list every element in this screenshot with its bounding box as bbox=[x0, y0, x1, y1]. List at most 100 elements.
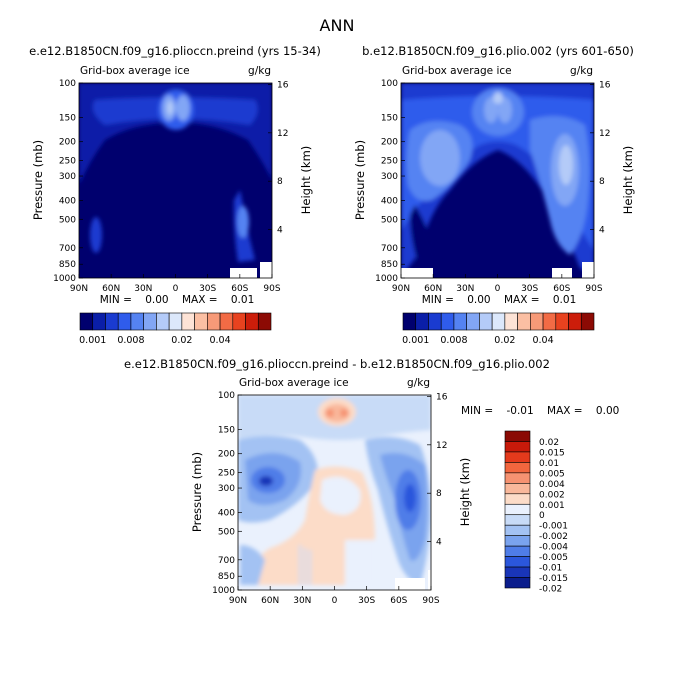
colorbar-label: 0.002 bbox=[539, 490, 565, 500]
latitude-tick-label: 60N bbox=[261, 596, 279, 606]
latitude-tick-label: 60S bbox=[553, 284, 570, 294]
colorbar-swatch bbox=[504, 462, 531, 474]
colorbar-label: 0.04 bbox=[209, 335, 230, 346]
colorbar-swatch bbox=[257, 312, 272, 331]
y2-axis-label: Height (km) bbox=[299, 146, 313, 215]
latitude-tick-label: 0 bbox=[495, 284, 501, 294]
height-tick-label: 8 bbox=[277, 177, 283, 187]
colorbar-label: 0.02 bbox=[494, 335, 515, 346]
colorbar-swatch bbox=[504, 556, 531, 568]
min-max-label: MIN = -0.01 MAX = 0.00 bbox=[461, 405, 619, 417]
colorbar-label: -0.002 bbox=[539, 532, 568, 542]
height-tick-label: 12 bbox=[436, 441, 447, 451]
colorbar-swatch bbox=[504, 566, 531, 578]
panel-title: e.e12.B1850CN.f09_g16.plioccn.preind (yr… bbox=[29, 44, 321, 58]
contour-field bbox=[238, 395, 431, 590]
colorbar-swatch bbox=[504, 577, 531, 589]
y-axis-label: Pressure (mb) bbox=[31, 140, 45, 220]
pressure-tick-label: 700 bbox=[381, 244, 398, 254]
panel-top-left: e.e12.B1850CN.f09_g16.plioccn.preind (yr… bbox=[29, 44, 321, 306]
colorbar-label: -0.02 bbox=[539, 585, 562, 595]
colorbar-label: 0.004 bbox=[539, 480, 565, 490]
height-tick-label: 4 bbox=[599, 226, 605, 236]
colorbar-swatch bbox=[219, 312, 234, 331]
min-max-label: MIN = 0.00 MAX = 0.01 bbox=[100, 294, 255, 306]
height-tick-label: 16 bbox=[436, 392, 448, 402]
panel-units: g/kg bbox=[407, 377, 430, 389]
colorbar-swatch bbox=[504, 451, 531, 463]
latitude-tick-label: 60N bbox=[102, 284, 120, 294]
height-tick-label: 16 bbox=[277, 80, 289, 90]
colorbar-swatch bbox=[491, 312, 506, 331]
colorbar-swatch bbox=[181, 312, 195, 331]
pressure-tick-label: 500 bbox=[218, 527, 235, 537]
colorbar-label: 0.008 bbox=[117, 335, 144, 346]
panel-units: g/kg bbox=[570, 65, 593, 77]
pressure-tick-label: 150 bbox=[218, 425, 235, 435]
height-tick-label: 4 bbox=[277, 226, 283, 236]
colorbar-swatch bbox=[143, 312, 157, 331]
panel-units: g/kg bbox=[248, 65, 271, 77]
latitude-tick-label: 30N bbox=[134, 284, 152, 294]
colorbar-swatch bbox=[428, 312, 442, 331]
colorbar-swatch bbox=[79, 312, 94, 331]
pressure-tick-label: 250 bbox=[59, 157, 76, 167]
colorbar-difference: 0.020.0150.010.0050.0040.0020.0010-0.001… bbox=[504, 430, 568, 595]
colorbar-swatch bbox=[130, 312, 144, 331]
colorbar-swatch bbox=[504, 483, 531, 495]
pressure-tick-label: 850 bbox=[381, 260, 398, 270]
colorbar-swatch bbox=[156, 312, 170, 331]
pressure-tick-label: 400 bbox=[381, 196, 398, 206]
pressure-tick-label: 100 bbox=[59, 79, 76, 89]
height-tick-label: 4 bbox=[436, 538, 442, 548]
axis-ticks: 100 150 200 250 300 400 500 700 850 1000 16 12 8 4 90N… bbox=[212, 391, 448, 606]
latitude-tick-label: 90S bbox=[263, 284, 280, 294]
colorbar-label: 0.01 bbox=[539, 459, 559, 469]
colorbar-swatch bbox=[440, 312, 455, 331]
colorbar-swatch bbox=[92, 312, 106, 331]
colorbar-label: 0.04 bbox=[532, 335, 553, 346]
y2-axis-label: Height (km) bbox=[458, 458, 472, 527]
colorbar-label: -0.005 bbox=[539, 553, 568, 563]
pressure-tick-label: 500 bbox=[381, 215, 398, 225]
colorbar-swatch bbox=[504, 441, 531, 453]
contour-field bbox=[401, 83, 594, 278]
panel-title: b.e12.B1850CN.f09_g16.plio.002 (yrs 601-… bbox=[362, 44, 634, 58]
latitude-tick-label: 0 bbox=[173, 284, 179, 294]
colorbar-swatch bbox=[232, 312, 246, 331]
colorbar-swatch bbox=[117, 312, 132, 331]
pressure-tick-label: 850 bbox=[218, 572, 235, 582]
pressure-tick-label: 300 bbox=[218, 484, 235, 494]
height-tick-label: 8 bbox=[436, 489, 442, 499]
colorbar-label: 0 bbox=[539, 511, 545, 521]
latitude-tick-label: 90N bbox=[392, 284, 410, 294]
colorbar-swatch bbox=[517, 312, 531, 331]
pressure-tick-label: 150 bbox=[381, 113, 398, 123]
panel-title: e.e12.B1850CN.f09_g16.plioccn.preind - b… bbox=[124, 357, 550, 371]
pressure-tick-label: 300 bbox=[381, 172, 398, 182]
pressure-tick-label: 500 bbox=[59, 215, 76, 225]
pressure-tick-label: 100 bbox=[381, 79, 398, 89]
y-axis-label: Pressure (mb) bbox=[190, 452, 204, 532]
colorbar-swatch bbox=[504, 493, 531, 505]
colorbar-swatch bbox=[542, 312, 557, 331]
contour-field bbox=[79, 83, 272, 278]
min-max-label: MIN = 0.00 MAX = 0.01 bbox=[422, 294, 577, 306]
colorbar-swatch bbox=[504, 514, 531, 526]
y-axis-label: Pressure (mb) bbox=[353, 140, 367, 220]
colorbar-swatch bbox=[504, 430, 531, 442]
colorbar-label: 0.008 bbox=[440, 335, 467, 346]
figure-title: ANN bbox=[320, 16, 355, 35]
latitude-tick-label: 90N bbox=[229, 596, 247, 606]
height-tick-label: 12 bbox=[599, 129, 610, 139]
colorbar-swatch bbox=[504, 524, 531, 536]
colorbar-swatch bbox=[207, 312, 221, 331]
colorbar-swatch bbox=[504, 535, 531, 547]
colorbar-swatch bbox=[504, 545, 531, 557]
colorbar-swatch bbox=[415, 312, 429, 331]
panel-subtitle: Grid-box average ice bbox=[402, 65, 512, 77]
colorbar-label: -0.015 bbox=[539, 574, 568, 584]
colorbar-label: 0.02 bbox=[171, 335, 192, 346]
latitude-tick-label: 60N bbox=[424, 284, 442, 294]
